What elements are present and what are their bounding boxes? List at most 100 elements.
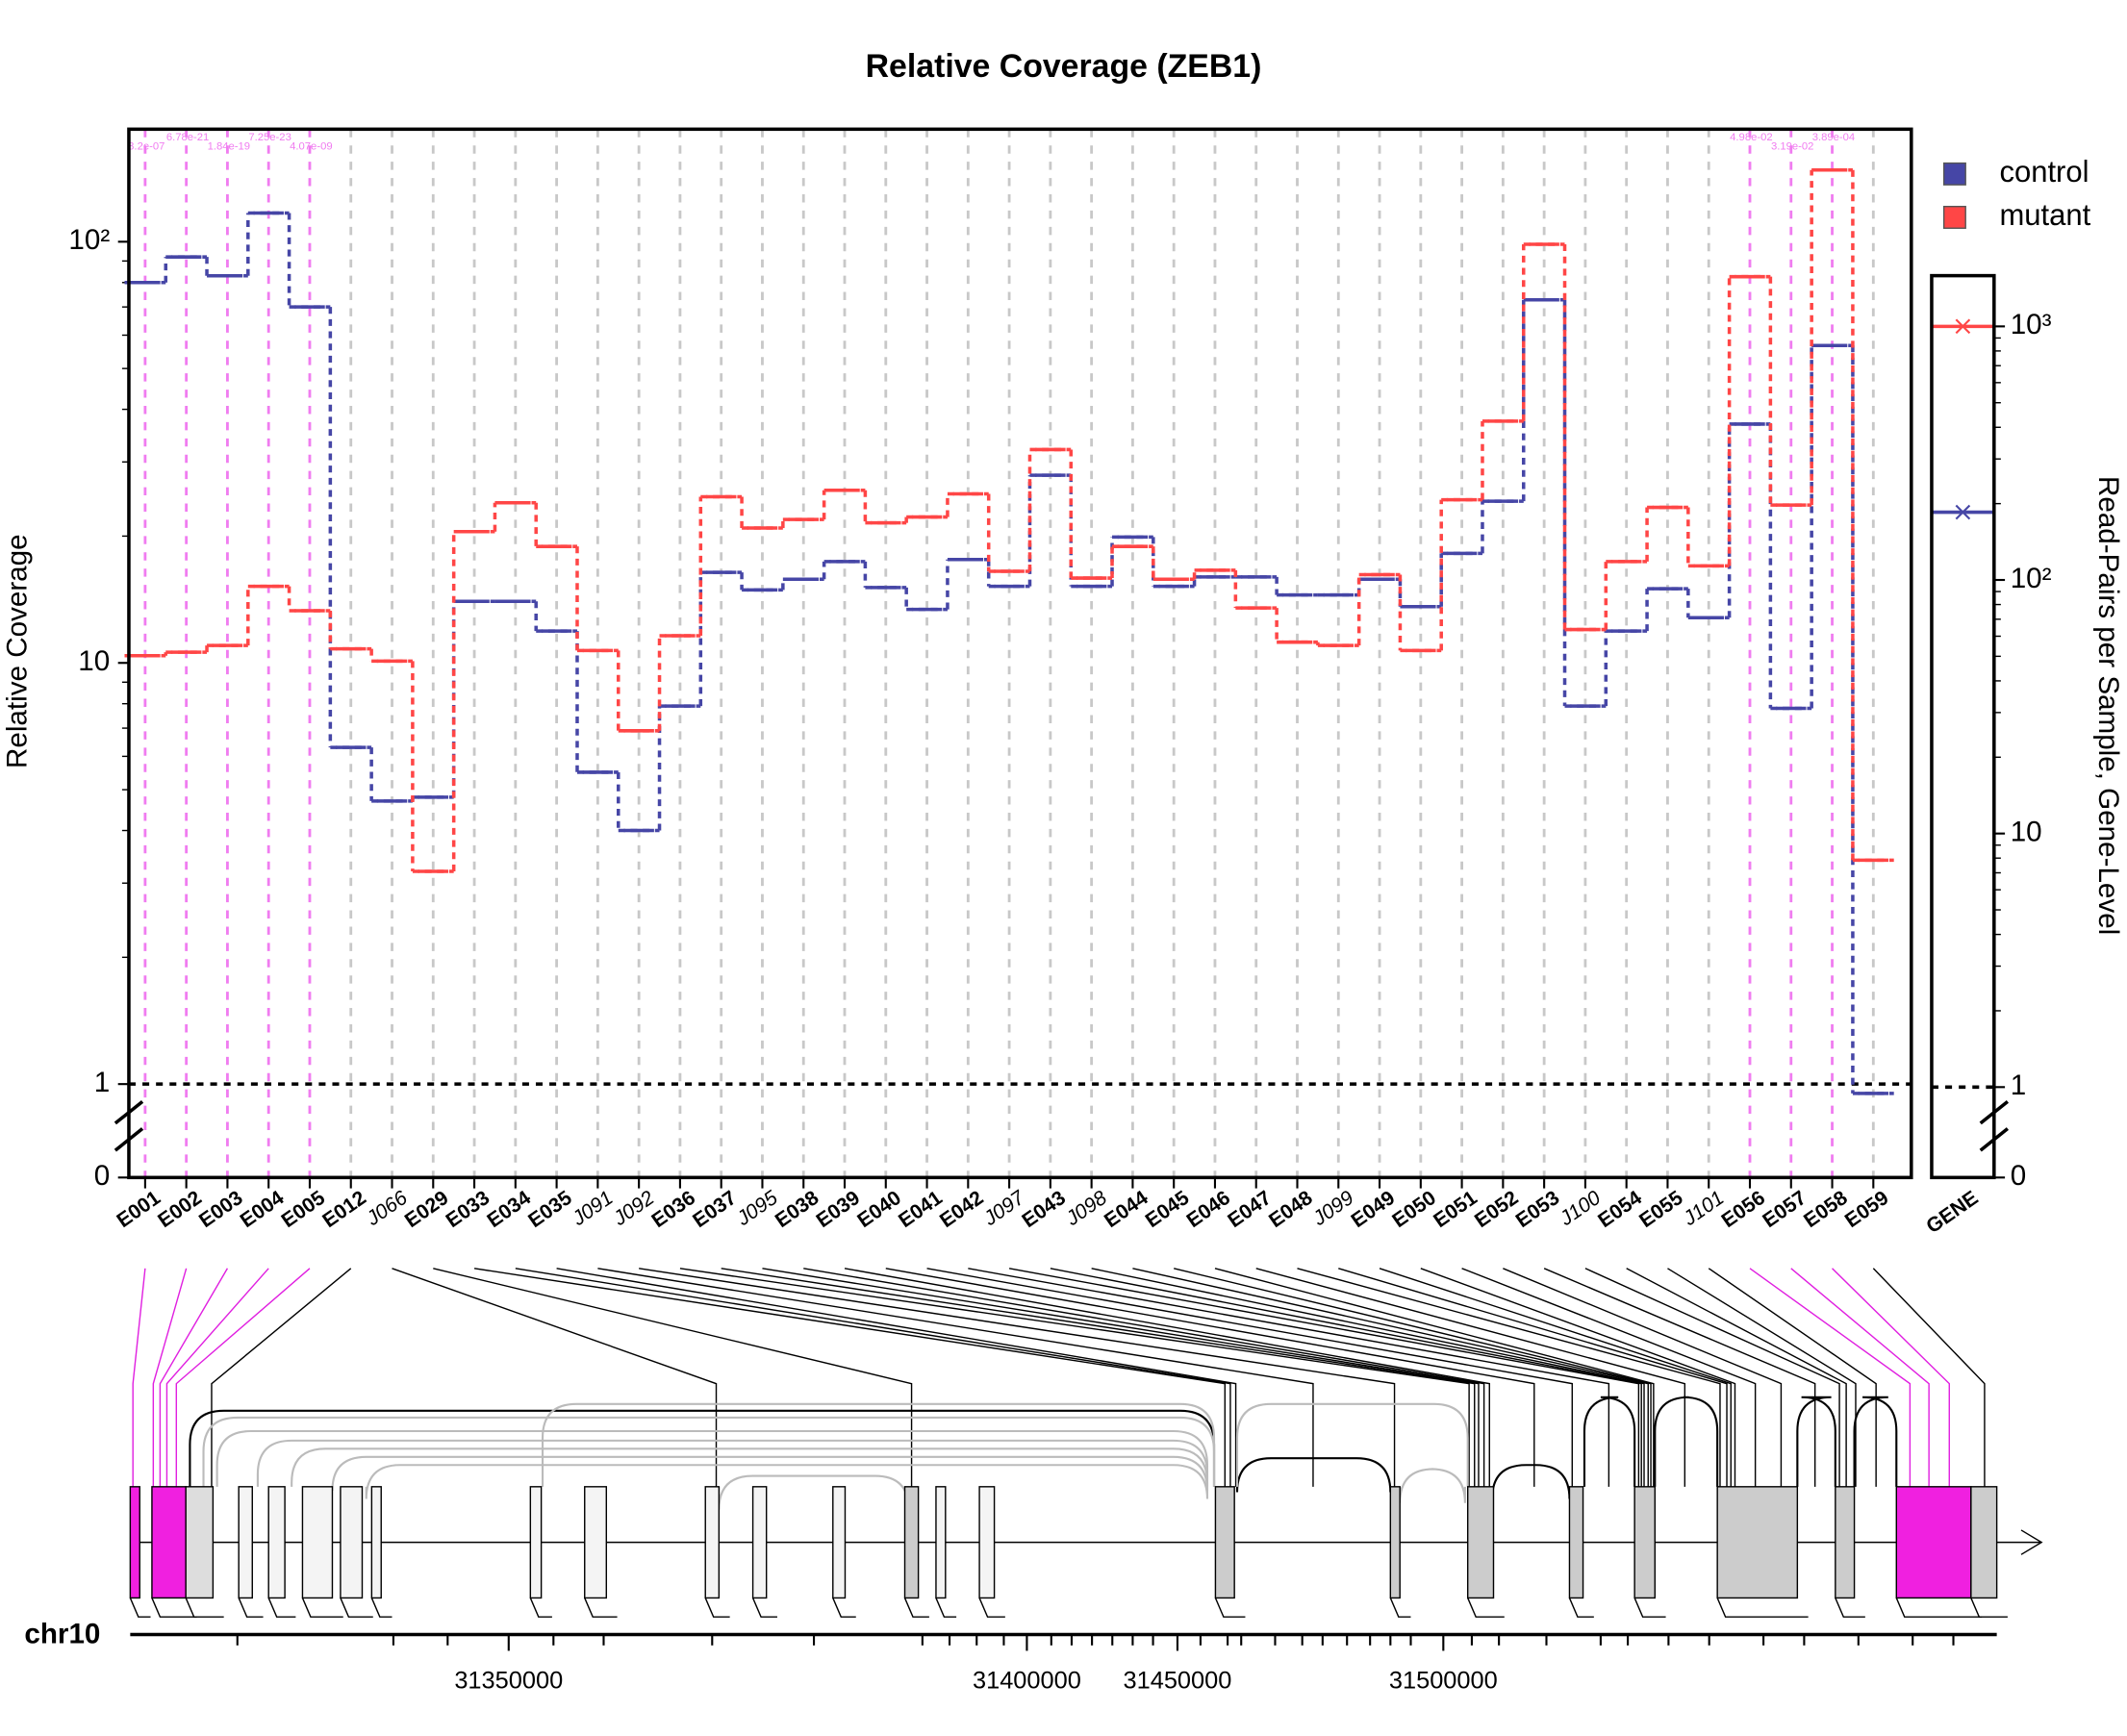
pvalue-label: 4.07e-09: [290, 141, 332, 153]
x-tick-label: E049: [1348, 1187, 1400, 1232]
gene-marker: [1955, 318, 1971, 335]
x-tick-label: E029: [401, 1187, 453, 1232]
connector: [968, 1268, 1610, 1487]
exon-foot: [1895, 1598, 1983, 1618]
x-tick-label: J091: [568, 1187, 618, 1231]
splice-arc: [331, 1455, 1209, 1492]
exon: [340, 1486, 364, 1599]
y-tick-label: 0: [94, 1160, 110, 1192]
x-tick-label: J098: [1061, 1187, 1111, 1231]
x-tick-label: J066: [362, 1187, 412, 1231]
x-tick-label: E039: [813, 1187, 865, 1232]
pvalue-label: 3.89e-04: [1812, 132, 1855, 143]
x-tick-label: E050: [1388, 1187, 1440, 1232]
connector: [597, 1268, 1314, 1487]
connector: [721, 1268, 1476, 1487]
x-tick-label: E003: [195, 1187, 247, 1232]
x-tick-label: E001: [113, 1187, 165, 1232]
exon: [704, 1486, 721, 1599]
connector: [1543, 1268, 1816, 1487]
connector: [132, 1268, 146, 1487]
connector: [926, 1268, 1573, 1487]
legend-label: control: [1999, 155, 2089, 189]
connector: [1584, 1268, 1840, 1487]
connector: [679, 1268, 1470, 1487]
connector: [1790, 1268, 1930, 1487]
x-tick-label: E041: [895, 1187, 947, 1232]
splice-arc: [256, 1439, 1209, 1487]
connector: [762, 1268, 1480, 1487]
exon: [1389, 1486, 1401, 1599]
connector: [1091, 1268, 1645, 1487]
exon-foot: [832, 1598, 856, 1618]
gene-marker: [1955, 504, 1971, 520]
x-tick-label: E004: [237, 1187, 289, 1232]
connector: [1832, 1268, 1950, 1487]
connector: [1872, 1268, 1986, 1487]
connector: [515, 1268, 1231, 1487]
connector: [159, 1268, 229, 1487]
connector: [1749, 1268, 1912, 1487]
y-tick-label: 10²: [68, 224, 110, 256]
connector: [165, 1268, 269, 1487]
exon-foot: [1835, 1598, 1865, 1618]
genome-tick-label: 31450000: [1123, 1668, 1231, 1695]
pvalue-label: 3.19e-02: [1771, 141, 1813, 153]
exon-foot: [704, 1598, 730, 1618]
exon: [1895, 1486, 1972, 1599]
exon: [1633, 1486, 1656, 1599]
pvalue-label: 7.25e-23: [248, 132, 291, 143]
chart-title: Relative Coverage (ZEB1): [866, 48, 1262, 85]
x-tick-label: E043: [1018, 1187, 1070, 1232]
x-tick-label: E052: [1471, 1187, 1523, 1232]
y-tick-label: 1: [94, 1067, 110, 1098]
exon: [1970, 1486, 1998, 1599]
connector: [211, 1268, 352, 1487]
x-tick-label: J101: [1679, 1187, 1729, 1231]
x-tick-label: E058: [1800, 1187, 1852, 1232]
exon-foot: [185, 1598, 224, 1618]
exon-foot: [370, 1598, 392, 1618]
splice-arc: [1235, 1402, 1469, 1487]
exon: [584, 1486, 608, 1599]
splice-arc: [1654, 1396, 1719, 1487]
connector: [1420, 1268, 1736, 1487]
exon-foot: [1214, 1598, 1246, 1618]
connector: [152, 1268, 188, 1487]
x-tick-label: E040: [853, 1187, 905, 1232]
exon: [151, 1486, 187, 1599]
exon-foot: [129, 1598, 151, 1618]
x-tick-label: E048: [1265, 1187, 1317, 1232]
axis-break: [114, 1099, 144, 1152]
connector: [1503, 1268, 1783, 1487]
connector: [473, 1268, 1227, 1487]
x-tick-label: E012: [318, 1187, 370, 1232]
exon: [370, 1486, 382, 1599]
x-tick-label: E055: [1635, 1187, 1687, 1232]
exon: [238, 1486, 253, 1599]
exon-foot: [903, 1598, 929, 1618]
connector: [1255, 1268, 1686, 1487]
exon-foot: [301, 1598, 343, 1618]
strand-arrow: [2020, 1529, 2043, 1555]
exon-foot: [151, 1598, 197, 1618]
splice-arc: [1491, 1464, 1571, 1499]
x-tick-label: J092: [609, 1187, 659, 1231]
exon: [1466, 1486, 1495, 1599]
exon: [1568, 1486, 1584, 1599]
legend-swatch: [1942, 205, 1966, 229]
x-tick-label: J097: [979, 1186, 1030, 1230]
y-tick-label: 10: [78, 645, 110, 677]
exon: [129, 1486, 140, 1599]
splice-arc: [718, 1474, 910, 1510]
x-tick-label: E033: [443, 1187, 494, 1232]
splice-arc: [1583, 1396, 1636, 1487]
splice-arc: [1853, 1396, 1898, 1487]
gene-frame: [1930, 273, 1996, 1180]
exon-foot: [1716, 1598, 1809, 1618]
splice-arc: [1235, 1457, 1392, 1493]
connector: [1050, 1268, 1642, 1487]
x-tick-label: E044: [1101, 1187, 1152, 1232]
splice-arc: [1796, 1396, 1836, 1487]
